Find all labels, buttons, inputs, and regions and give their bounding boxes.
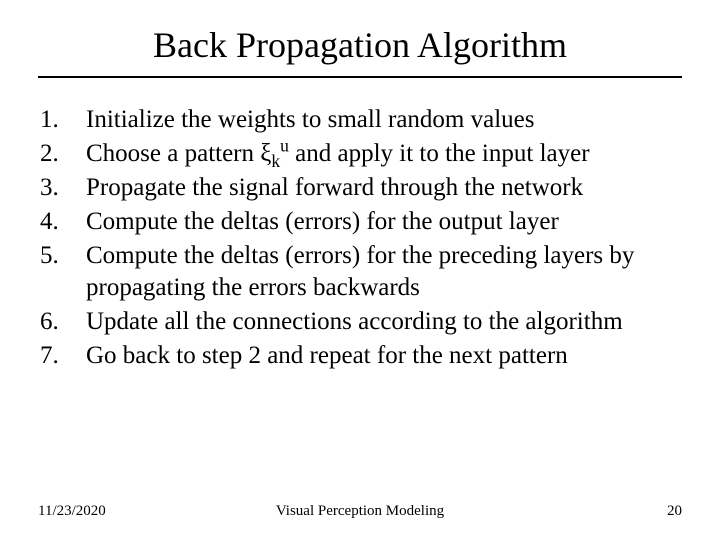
list-item: 6.Update all the connections according t… bbox=[38, 306, 682, 338]
item-text: Compute the deltas (errors) for the outp… bbox=[86, 206, 682, 238]
footer-center: Visual Perception Modeling bbox=[38, 503, 682, 520]
item-number: 1. bbox=[38, 104, 86, 136]
list-item: 5.Compute the deltas (errors) for the pr… bbox=[38, 240, 682, 304]
list-item: 7.Go back to step 2 and repeat for the n… bbox=[38, 340, 682, 372]
list-item: 4.Compute the deltas (errors) for the ou… bbox=[38, 206, 682, 238]
item-number: 5. bbox=[38, 240, 86, 304]
list-item: 1.Initialize the weights to small random… bbox=[38, 104, 682, 136]
item-text: Compute the deltas (errors) for the prec… bbox=[86, 240, 682, 304]
item-number: 6. bbox=[38, 306, 86, 338]
item-number: 4. bbox=[38, 206, 86, 238]
item-text: Choose a pattern ξku and apply it to the… bbox=[86, 138, 682, 170]
slide-footer: 11/23/2020 Visual Perception Modeling 20 bbox=[38, 503, 682, 520]
item-text: Go back to step 2 and repeat for the nex… bbox=[86, 340, 682, 372]
list-item: 3.Propagate the signal forward through t… bbox=[38, 172, 682, 204]
item-text: Update all the connections according to … bbox=[86, 306, 682, 338]
item-number: 3. bbox=[38, 172, 86, 204]
slide-title: Back Propagation Algorithm bbox=[38, 24, 682, 76]
algorithm-list: 1.Initialize the weights to small random… bbox=[38, 104, 682, 372]
item-number: 2. bbox=[38, 138, 86, 170]
list-item: 2.Choose a pattern ξku and apply it to t… bbox=[38, 138, 682, 170]
item-text: Initialize the weights to small random v… bbox=[86, 104, 682, 136]
title-rule bbox=[38, 76, 682, 78]
slide: Back Propagation Algorithm 1.Initialize … bbox=[0, 0, 720, 540]
item-text: Propagate the signal forward through the… bbox=[86, 172, 682, 204]
item-number: 7. bbox=[38, 340, 86, 372]
